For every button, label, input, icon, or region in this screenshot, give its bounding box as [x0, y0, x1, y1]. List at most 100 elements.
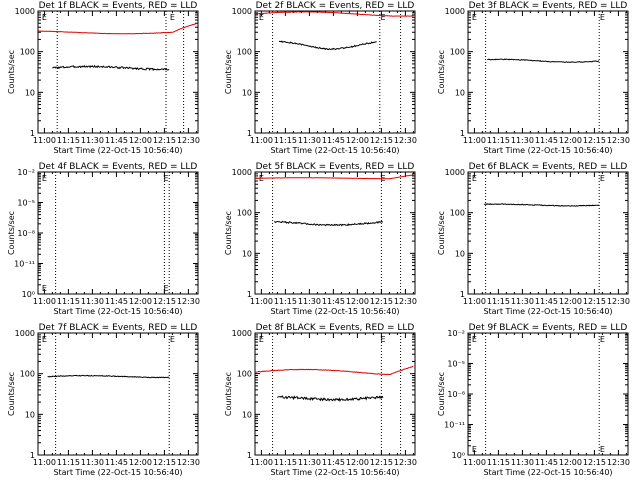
x-tick-label: 12:15: [370, 297, 393, 306]
x-tick-label: 11:30: [298, 297, 321, 306]
y-tick-label: 10⁻⁵: [17, 199, 35, 208]
panel-det-8: Det 8f BLACK = Events, RED = LLD 1 10 100 10…: [224, 323, 417, 477]
x-tick-label: 12:30: [177, 297, 200, 306]
y-tick-label: 1: [30, 129, 35, 138]
y-tick-label: 1000: [445, 168, 465, 177]
panel-title: Det 1f BLACK = Events, RED = LLD: [39, 1, 198, 11]
y-tick-label: 10: [242, 249, 252, 258]
panel-det-6: Det 6f BLACK = Events, RED = LLD 1 10 100 10…: [437, 162, 630, 316]
event-marker: E: [600, 445, 605, 454]
y-tick-label: 10⁻⁵: [447, 360, 465, 369]
y-tick-label: 10⁻⁸: [17, 229, 35, 238]
y-tick-label: 1000: [232, 329, 252, 338]
y-tick-label: 1000: [232, 168, 252, 177]
x-axis-label: Start Time (22-Oct-15 10:56:40): [53, 307, 182, 316]
x-axis-label: Start Time (22-Oct-15 10:56:40): [483, 146, 612, 155]
y-tick-label: 10: [242, 410, 252, 419]
x-tick-label: 11:30: [298, 458, 321, 467]
y-tick-label: 1000: [232, 7, 252, 16]
x-tick-label: 12:00: [129, 458, 152, 467]
x-tick-label: 11:15: [57, 136, 80, 145]
y-tick-label: 10: [25, 410, 35, 419]
x-axis-label: Start Time (22-Oct-15 10:56:40): [270, 307, 399, 316]
x-tick-label: 11:45: [535, 136, 558, 145]
x-tick-label: 12:30: [607, 458, 630, 467]
plot-frame: [37, 171, 199, 295]
y-tick-label: 10⁻¹¹: [444, 421, 465, 430]
x-tick-label: 11:45: [322, 458, 345, 467]
event-marker: E: [259, 13, 264, 22]
lld-series-line: [37, 23, 197, 35]
x-tick-label: 12:30: [607, 297, 630, 306]
x-tick-label: 12:30: [607, 136, 630, 145]
panel-title: Det 5f BLACK = Events, RED = LLD: [256, 162, 415, 172]
plot-frame: [467, 10, 629, 134]
events-series-line: [277, 395, 384, 402]
event-marker: E: [600, 13, 605, 22]
plot-frame: [254, 171, 416, 295]
y-axis-label: Counts/sec: [437, 372, 446, 416]
y-axis-label: Counts/sec: [224, 50, 233, 94]
x-tick-label: 12:30: [177, 136, 200, 145]
x-tick-label: 12:00: [129, 136, 152, 145]
y-tick-label: 100: [237, 48, 252, 57]
x-tick-label: 11:30: [511, 297, 534, 306]
panel-title: Det 3f BLACK = Events, RED = LLD: [469, 1, 628, 11]
x-tick-label: 12:00: [346, 136, 369, 145]
x-tick-label: 11:15: [57, 458, 80, 467]
event-marker: E: [42, 284, 47, 293]
x-tick-label: 11:15: [57, 297, 80, 306]
x-tick-label: 11:00: [33, 136, 56, 145]
x-tick-label: 11:30: [81, 458, 104, 467]
x-tick-label: 11:30: [511, 458, 534, 467]
panel-title: Det 2f BLACK = Events, RED = LLD: [256, 1, 415, 11]
x-tick-label: 11:00: [463, 136, 486, 145]
y-tick-label: 100: [20, 370, 35, 379]
event-marker: E: [170, 335, 175, 344]
x-tick-label: 11:00: [250, 136, 273, 145]
plot-frame: [254, 10, 416, 134]
y-tick-label: 10: [455, 249, 465, 258]
y-tick-label: 1: [460, 129, 465, 138]
event-marker: E: [472, 335, 477, 344]
plot-frame: [254, 332, 416, 456]
event-marker: E: [163, 284, 168, 293]
event-marker: E: [472, 445, 477, 454]
x-tick-label: 11:00: [463, 297, 486, 306]
x-tick-label: 11:30: [298, 136, 321, 145]
x-tick-label: 12:15: [153, 297, 176, 306]
y-tick-label: 10⁰: [452, 451, 465, 460]
y-tick-label: 10⁰: [22, 290, 35, 299]
panel-title: Det 8f BLACK = Events, RED = LLD: [256, 323, 415, 333]
event-marker: E: [380, 335, 385, 344]
events-series-line: [487, 58, 600, 63]
y-tick-label: 1: [30, 451, 35, 460]
events-series-line: [47, 374, 170, 379]
y-tick-label: 100: [450, 48, 465, 57]
x-tick-label: 11:00: [463, 458, 486, 467]
event-marker: E: [170, 13, 175, 22]
events-series-line: [278, 40, 377, 51]
events-series-line: [274, 220, 384, 227]
panel-det-7: Det 7f BLACK = Events, RED = LLD 1 10 100 10…: [7, 323, 200, 477]
y-tick-label: 1: [460, 290, 465, 299]
x-tick-label: 11:00: [33, 297, 56, 306]
plot-frame: [467, 332, 629, 456]
x-tick-label: 12:15: [583, 458, 606, 467]
y-tick-label: 10⁻²: [447, 329, 465, 338]
x-tick-label: 12:15: [370, 136, 393, 145]
panel-title: Det 4f BLACK = Events, RED = LLD: [39, 162, 198, 172]
x-tick-label: 11:45: [322, 136, 345, 145]
y-tick-label: 10⁻²: [17, 168, 35, 177]
y-tick-label: 10: [455, 88, 465, 97]
event-marker: E: [42, 174, 47, 183]
event-marker: E: [472, 13, 477, 22]
panel-title: Det 6f BLACK = Events, RED = LLD: [469, 162, 628, 172]
y-tick-label: 10⁻⁸: [447, 390, 465, 399]
x-tick-label: 12:15: [583, 136, 606, 145]
x-tick-label: 12:00: [129, 297, 152, 306]
panel-det-5: Det 5f BLACK = Events, RED = LLD 1 10 100 10…: [224, 162, 417, 316]
x-tick-label: 12:15: [583, 297, 606, 306]
event-marker: E: [259, 335, 264, 344]
